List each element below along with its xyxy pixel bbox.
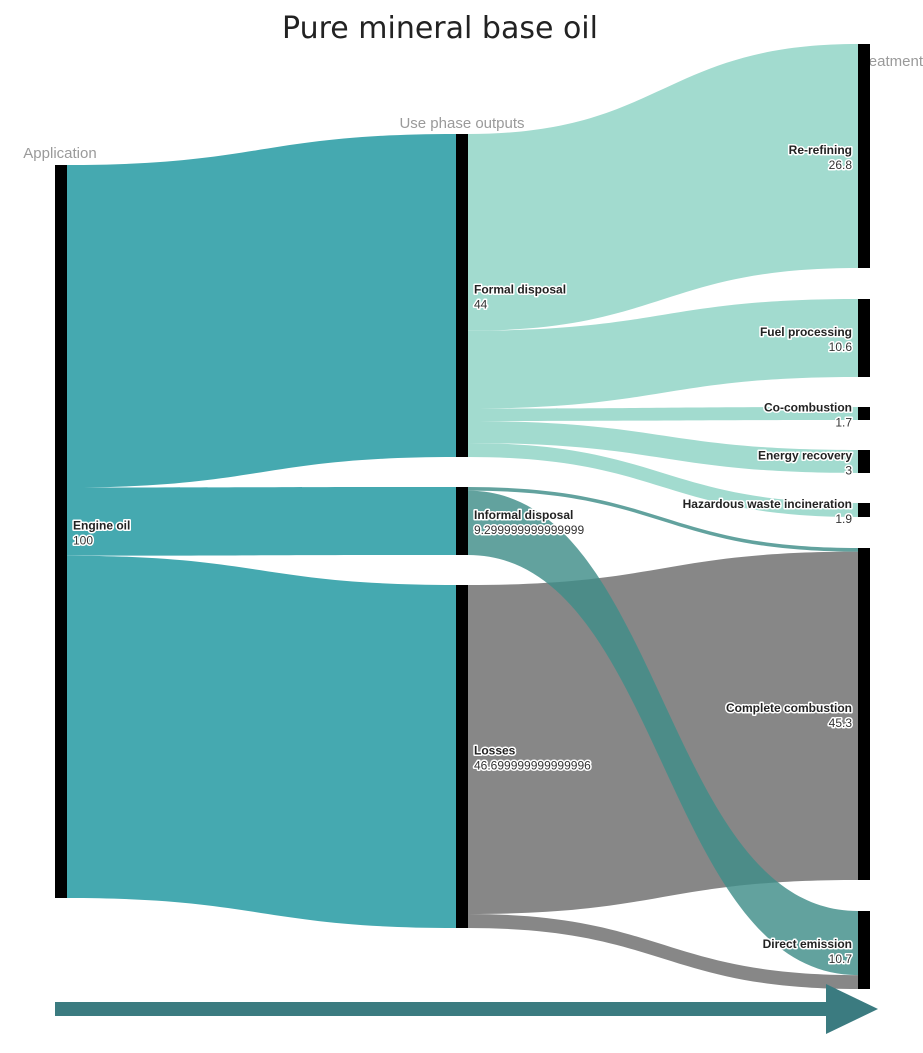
node-bar-energy-recovery: [858, 450, 870, 473]
flow-link: [468, 487, 858, 552]
flow-link: [468, 443, 858, 517]
node-label-losses: Losses: [474, 744, 516, 758]
node-value-informal-disposal: 9.299999999999999: [474, 523, 584, 537]
node-value-formal-disposal: 44: [474, 298, 488, 312]
flow-link: [468, 407, 858, 422]
node-label-informal-disposal: Informal disposal: [474, 508, 573, 522]
node-value-complete-combustion: 45.3: [829, 716, 853, 730]
node-value-direct-emission: 10.7: [829, 952, 853, 966]
flow-link: [468, 914, 858, 989]
column-label-use-phase: Use phase outputs: [399, 115, 524, 132]
node-bar-formal-disposal: [456, 134, 468, 457]
node-value-losses: 46.699999999999996: [474, 759, 591, 773]
flow-nodes: [55, 44, 870, 989]
node-value-hazardous-waste-incineration: 1.9: [835, 512, 852, 526]
node-value-fuel-processing: 10.6: [829, 340, 853, 354]
node-bar-fuel-processing: [858, 299, 870, 377]
node-label-complete-combustion: Complete combustion: [726, 701, 852, 715]
node-bar-informal-disposal: [456, 487, 468, 555]
node-value-engine-oil: 100: [73, 534, 93, 548]
node-bar-complete-combustion: [858, 548, 870, 880]
node-bar-re-refining: [858, 44, 870, 268]
node-bar-hazardous-waste-incineration: [858, 503, 870, 517]
node-label-re-refining: Re-refining: [789, 143, 852, 157]
node-bar-losses: [456, 585, 468, 928]
flow-link: [468, 44, 858, 331]
node-label-energy-recovery: Energy recovery: [758, 449, 852, 463]
node-label-fuel-processing: Fuel processing: [760, 325, 852, 339]
node-label-formal-disposal: Formal disposal: [474, 283, 566, 297]
node-label-engine-oil: Engine oil: [73, 519, 130, 533]
node-label-hazardous-waste-incineration: Hazardous waste incineration: [683, 497, 852, 511]
flow-link: [67, 487, 456, 556]
flow-link: [468, 421, 858, 473]
diagram-title: Pure mineral base oil: [282, 11, 598, 46]
flow-link: [468, 490, 858, 976]
flow-link: [67, 134, 456, 488]
flow-link: [67, 555, 456, 928]
node-value-re-refining: 26.8: [829, 158, 853, 172]
node-label-direct-emission: Direct emission: [763, 937, 852, 951]
node-label-co-combustion: Co-combustion: [764, 401, 852, 415]
flow-link: [468, 299, 858, 409]
node-bar-direct-emission: [858, 911, 870, 989]
node-bar-co-combustion: [858, 407, 870, 420]
column-label-application: Application: [23, 145, 96, 162]
node-value-energy-recovery: 3: [845, 464, 852, 478]
flow-links: [67, 44, 858, 989]
node-bar-engine-oil: [55, 165, 67, 898]
node-value-co-combustion: 1.7: [835, 416, 852, 430]
right-arrow-icon: [55, 984, 878, 1034]
